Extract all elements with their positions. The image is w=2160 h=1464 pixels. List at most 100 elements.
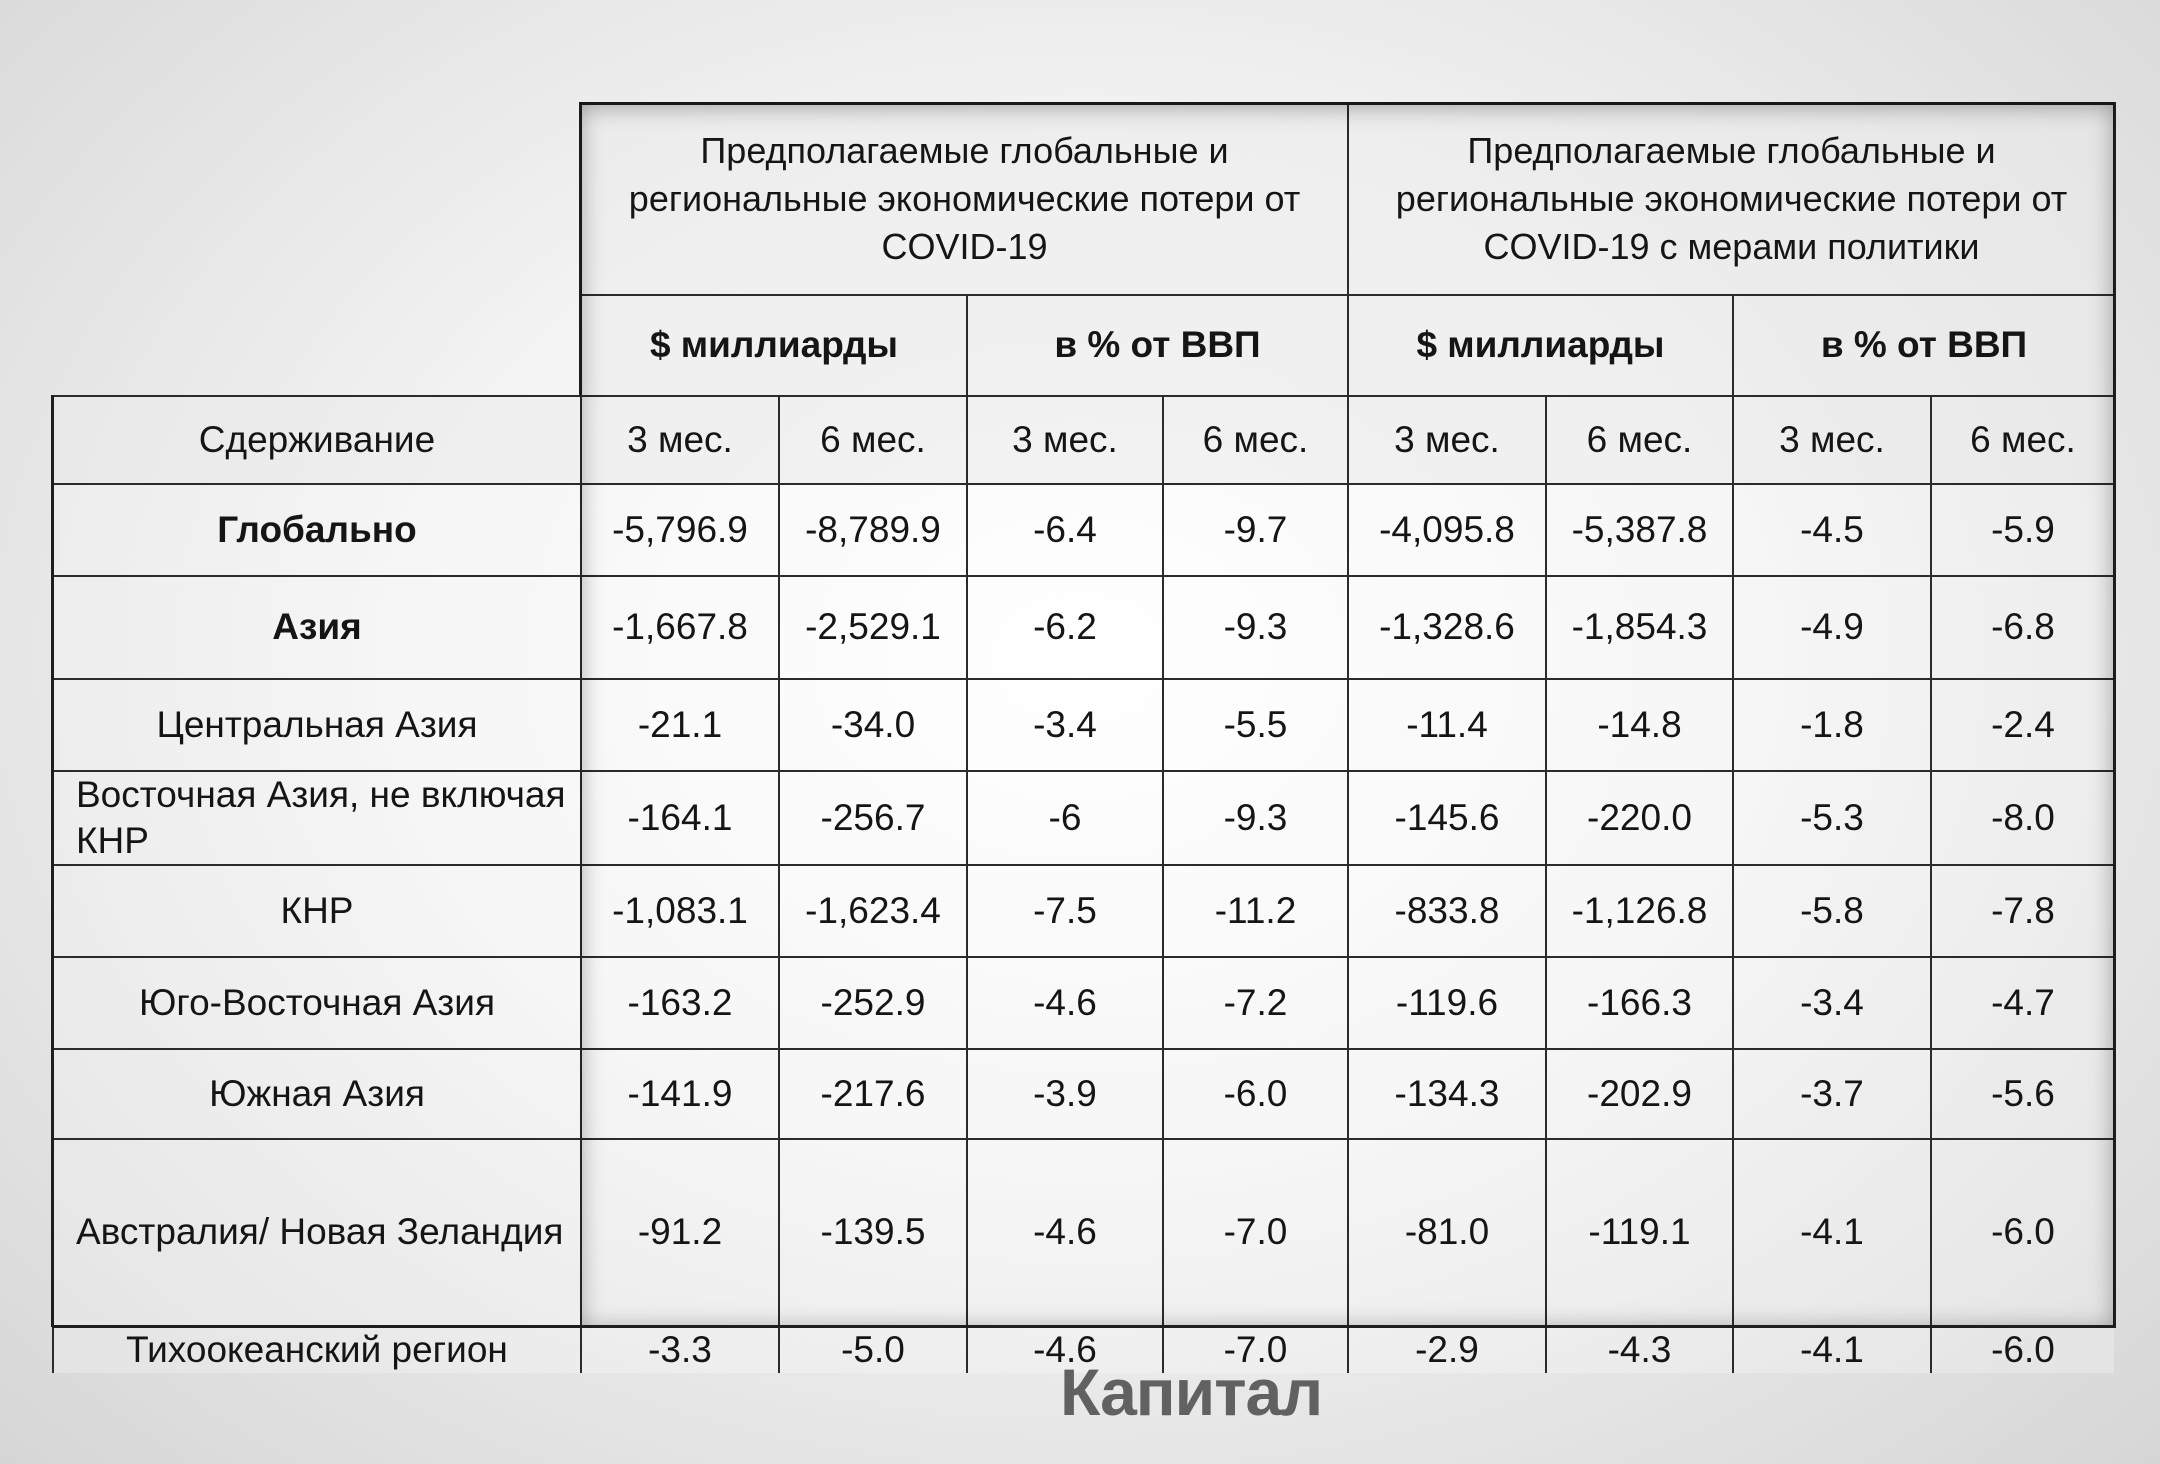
- table-cell: -6.2: [966, 575, 1162, 678]
- table-cell: -252.9: [778, 956, 966, 1048]
- table-cell: -256.7: [778, 770, 966, 864]
- table-cell: -119.6: [1347, 956, 1545, 1048]
- table-cell: -3.9: [966, 1048, 1162, 1138]
- table-cell: -4.9: [1732, 575, 1930, 678]
- table-cell: -11.2: [1162, 864, 1347, 956]
- table-cell: -5.0: [778, 1325, 966, 1374]
- table-cell: -217.6: [778, 1048, 966, 1138]
- header-billions-1: $ миллиарды: [580, 294, 966, 395]
- table-cell: -134.3: [1347, 1048, 1545, 1138]
- table-border: [2113, 102, 2116, 1327]
- header-month-6: 6 мес.: [1162, 395, 1347, 483]
- table-cell: -5.9: [1930, 483, 2114, 575]
- kapital-logo: Капитал: [1060, 1355, 1323, 1429]
- table-cell: -5.5: [1162, 678, 1347, 770]
- row-label: Глобально: [52, 483, 580, 575]
- table-cell: -220.0: [1545, 770, 1732, 864]
- table-cell: -7.0: [1162, 1138, 1347, 1325]
- table-cell: -7.8: [1930, 864, 2114, 956]
- table-cell: -1,328.6: [1347, 575, 1545, 678]
- table-cell: -34.0: [778, 678, 966, 770]
- table-cell: -81.0: [1347, 1138, 1545, 1325]
- header-month-3: 3 мес.: [1347, 395, 1545, 483]
- table-cell: -11.4: [1347, 678, 1545, 770]
- table-cell: -9.3: [1162, 770, 1347, 864]
- table-cell: -9.7: [1162, 483, 1347, 575]
- table-cell: -1,667.8: [580, 575, 778, 678]
- header-billions-2: $ миллиарды: [1347, 294, 1732, 395]
- table-cell: -164.1: [580, 770, 778, 864]
- table-cell: -5.6: [1930, 1048, 2114, 1138]
- table-cell: -145.6: [1347, 770, 1545, 864]
- table-cell: -166.3: [1545, 956, 1732, 1048]
- table-cell: -6.0: [1162, 1048, 1347, 1138]
- table-border: [51, 395, 54, 1327]
- table-cell: -7.2: [1162, 956, 1347, 1048]
- row-label: Азия: [52, 575, 580, 678]
- table-cell: -4.7: [1930, 956, 2114, 1048]
- table-cell: -1,623.4: [778, 864, 966, 956]
- table-cell: -6.0: [1930, 1138, 2114, 1325]
- table-cell: -139.5: [778, 1138, 966, 1325]
- header-percent-gdp-2: в % от ВВП: [1732, 294, 2114, 395]
- table-border: [52, 1325, 2116, 1328]
- table-cell: -4.6: [966, 1138, 1162, 1325]
- table-cell: -5.8: [1732, 864, 1930, 956]
- table-cell: -3.4: [1732, 956, 1930, 1048]
- table-cell: -5.3: [1732, 770, 1930, 864]
- table-cell: -202.9: [1545, 1048, 1732, 1138]
- table-cell: -119.1: [1545, 1138, 1732, 1325]
- header-containment: Сдерживание: [52, 395, 580, 483]
- row-label: Юго-Восточная Азия: [52, 956, 580, 1048]
- header-month-6: 6 мес.: [1930, 395, 2114, 483]
- table-cell: -6.4: [966, 483, 1162, 575]
- table-cell: -91.2: [580, 1138, 778, 1325]
- table-cell: -4,095.8: [1347, 483, 1545, 575]
- table-cell: -4.1: [1732, 1138, 1930, 1325]
- header-month-3: 3 мес.: [580, 395, 778, 483]
- table-cell: -5,796.9: [580, 483, 778, 575]
- table-cell: -6.8: [1930, 575, 2114, 678]
- table-cell: -1,083.1: [580, 864, 778, 956]
- table-cell: -4.3: [1545, 1325, 1732, 1374]
- table-cell: -4.1: [1732, 1325, 1930, 1374]
- header-percent-gdp-1: в % от ВВП: [966, 294, 1347, 395]
- table-cell: -4.5: [1732, 483, 1930, 575]
- table-cell: -9.3: [1162, 575, 1347, 678]
- row-label: КНР: [52, 864, 580, 956]
- table-cell: -5,387.8: [1545, 483, 1732, 575]
- table-cell: -3.4: [966, 678, 1162, 770]
- table-cell: -4.6: [966, 956, 1162, 1048]
- table-cell: -141.9: [580, 1048, 778, 1138]
- table-cell: -1.8: [1732, 678, 1930, 770]
- table-cell: -2.4: [1930, 678, 2114, 770]
- table-cell: -2.9: [1347, 1325, 1545, 1374]
- table-cell: -8.0: [1930, 770, 2114, 864]
- table-cell: -14.8: [1545, 678, 1732, 770]
- table-cell: -3.7: [1732, 1048, 1930, 1138]
- row-label: Австралия/ Новая Зеландия: [52, 1138, 580, 1325]
- table-border: [579, 102, 2115, 105]
- row-label: Восточная Азия, не включая КНР: [52, 770, 580, 864]
- table-cell: -1,854.3: [1545, 575, 1732, 678]
- row-label: Южная Азия: [52, 1048, 580, 1138]
- row-label: Тихоокеанский регион: [52, 1325, 580, 1374]
- header-month-3: 3 мес.: [966, 395, 1162, 483]
- table-cell: -163.2: [580, 956, 778, 1048]
- table-cell: -7.5: [966, 864, 1162, 956]
- header-group-losses-policy: Предполагаемые глобальные и региональные…: [1347, 102, 2114, 294]
- table-border: [579, 102, 582, 395]
- table-cell: -21.1: [580, 678, 778, 770]
- table-cell: -2,529.1: [778, 575, 966, 678]
- header-month-3: 3 мес.: [1732, 395, 1930, 483]
- table-cell: -3.3: [580, 1325, 778, 1374]
- header-month-6: 6 мес.: [1545, 395, 1732, 483]
- table-cell: -833.8: [1347, 864, 1545, 956]
- row-label: Центральная Азия: [52, 678, 580, 770]
- table-cell: -6: [966, 770, 1162, 864]
- table-cell: -1,126.8: [1545, 864, 1732, 956]
- table-cell: -8,789.9: [778, 483, 966, 575]
- table-cell: -6.0: [1930, 1325, 2114, 1374]
